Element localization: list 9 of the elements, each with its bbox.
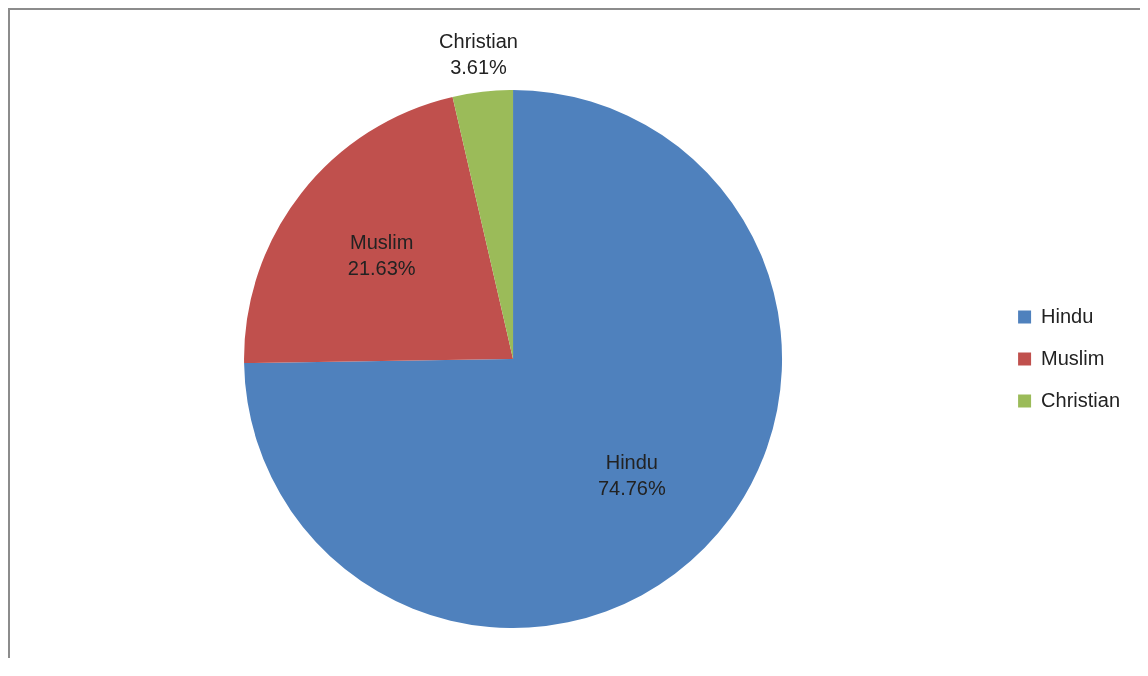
legend-label: Muslim bbox=[1041, 346, 1105, 369]
data-label: 74.76% bbox=[597, 476, 666, 499]
legend-label: Christian bbox=[1041, 388, 1121, 411]
slice-label: Christian bbox=[439, 30, 518, 53]
slice-label: Muslim bbox=[350, 230, 414, 253]
slice-label: Hindu bbox=[605, 450, 658, 473]
data-label: 3.61% bbox=[450, 56, 508, 79]
data-label: 21.63% bbox=[347, 256, 416, 279]
legend-label: Hindu bbox=[1041, 304, 1094, 327]
